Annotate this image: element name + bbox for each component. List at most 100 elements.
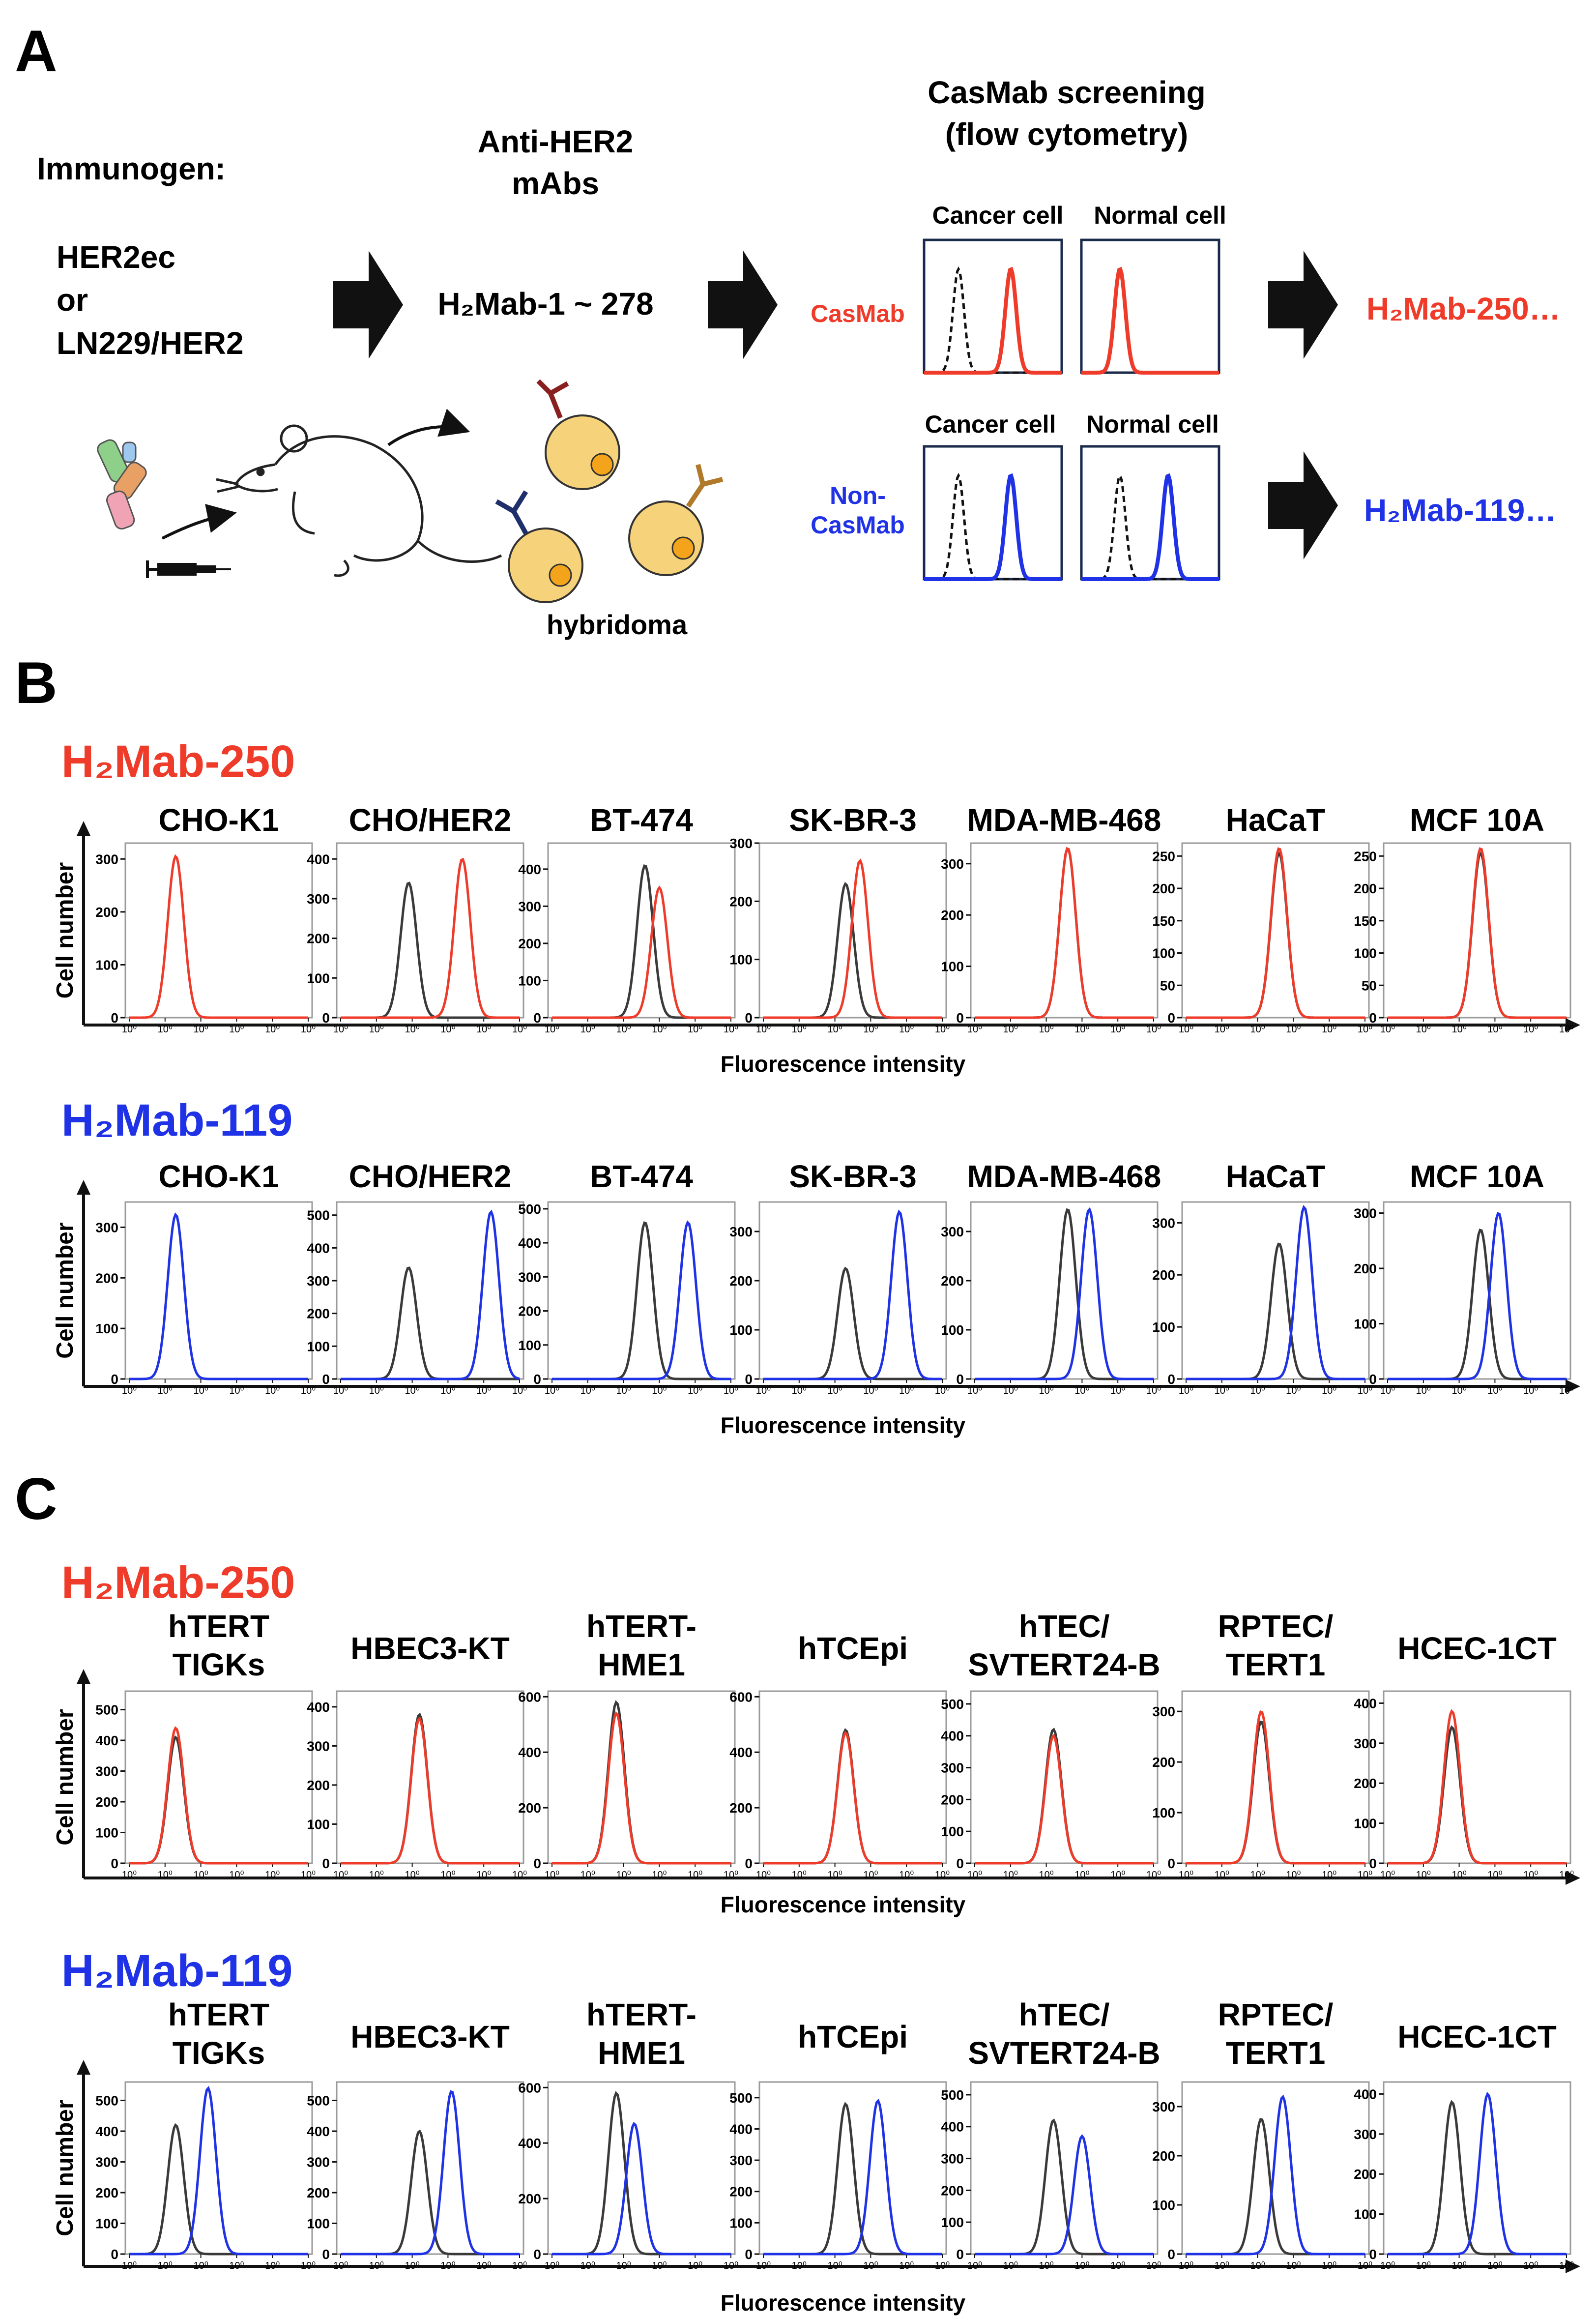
x-tick-label: 10⁰ <box>1250 1870 1265 1880</box>
x-tick-label: 10⁰ <box>440 1024 455 1035</box>
y-tick-label: 100 <box>95 957 118 972</box>
x-tick-label: 10⁰ <box>193 1385 208 1396</box>
x-tick-label: 10⁰ <box>1286 1024 1301 1035</box>
immunogen-label: Immunogen: <box>37 151 226 186</box>
y-tick-label: 50 <box>1362 978 1377 993</box>
y-tick-label: 200 <box>95 905 118 920</box>
x-tick-label: 10⁰ <box>1074 1385 1089 1396</box>
y-tick-label: 100 <box>941 1322 964 1338</box>
x-tick-label: 10⁰ <box>1416 1385 1431 1396</box>
x-tick-label: 10⁰ <box>1559 2260 1574 2271</box>
y-tick-label: 400 <box>941 2119 964 2135</box>
x-tick-label: 10⁰ <box>1179 1870 1193 1880</box>
x-tick-label: 10⁰ <box>792 2260 807 2271</box>
x-axis-arrowhead <box>1566 1871 1580 1885</box>
x-tick-label: 10⁰ <box>405 2260 419 2271</box>
panel-c-row-h2mab119: H₂Mab-119 Cell number Fluorescence intensi… <box>52 1946 1580 2316</box>
histogram-hbec3-kt: HBEC3-KT 0 100 200 300 400 10⁰ 10⁰ 10⁰ 10⁰ 10⁰ 10⁰ <box>307 1631 527 1880</box>
histogram-rows: H₂Mab-250 Cell number Fluorescence intensi… <box>52 736 1580 2316</box>
block-arrow-1 <box>333 251 403 359</box>
x-tick-label: 10⁰ <box>512 1024 527 1035</box>
y-tick-label: 0 <box>1167 1372 1175 1387</box>
cell-line-title: HBEC3-KT <box>350 1631 510 1666</box>
x-tick-label: 10⁰ <box>158 1870 173 1880</box>
sample-peak <box>1081 473 1219 581</box>
cell-line-title: TIGKs <box>173 2035 265 2071</box>
y-tick-label: 300 <box>1354 2127 1377 2142</box>
cell-line-title: hTERT <box>168 1997 269 2032</box>
y-tick-label: 400 <box>307 1700 330 1715</box>
plot-frame <box>547 1201 736 1380</box>
x-tick-label: 10⁰ <box>1146 1385 1161 1396</box>
y-tick-label: 0 <box>745 1856 753 1871</box>
x-tick-label: 10⁰ <box>792 1024 807 1035</box>
y-tick-label: 150 <box>1152 913 1175 929</box>
y-tick-label: 400 <box>1354 1696 1377 1711</box>
x-tick-label: 10⁰ <box>265 1385 280 1396</box>
hybridoma-cell-2 <box>495 490 583 603</box>
control-histogram <box>341 2129 520 2256</box>
y-tick-label: 250 <box>1354 849 1377 864</box>
x-tick-label: 10⁰ <box>1110 1024 1125 1035</box>
y-tick-label: 300 <box>941 856 964 872</box>
x-tick-label: 10⁰ <box>967 1024 982 1035</box>
histogram-mda-mb-468: MDA-MB-468 0 100 200 300 10⁰ 10⁰ 10⁰ 10⁰ 10⁰ 10⁰ <box>941 802 1161 1035</box>
sample-histogram <box>552 885 731 1019</box>
y-tick-label: 100 <box>307 1817 330 1832</box>
noncasmab-normal-label: Normal cell <box>1086 411 1219 438</box>
x-tick-label: 10⁰ <box>1179 2260 1193 2271</box>
y-tick-label: 100 <box>941 959 964 974</box>
plot-frame <box>336 2081 524 2255</box>
y-tick-label: 0 <box>533 1372 541 1387</box>
x-tick-label: 10⁰ <box>1322 1385 1336 1396</box>
x-tick-label: 10⁰ <box>1110 1870 1125 1880</box>
x-tick-label: 10⁰ <box>792 1870 807 1880</box>
x-tick-label: 10⁰ <box>652 1870 667 1880</box>
y-tick-label: 0 <box>745 2247 753 2262</box>
cell-line-title: BT-474 <box>590 802 693 838</box>
y-tick-label: 200 <box>941 908 964 923</box>
x-tick-label: 10⁰ <box>899 1024 914 1035</box>
sample-histogram <box>975 1733 1154 1865</box>
x-tick-label: 10⁰ <box>1380 1385 1395 1396</box>
x-tick-label: 10⁰ <box>545 1024 559 1035</box>
cell-line-title: SK-BR-3 <box>789 1159 917 1194</box>
histogram-htert-hme1: hTERT-HME1 0 200 400 600 10⁰ 10⁰ 10⁰ 10⁰ 10⁰ 10⁰ <box>518 1997 738 2271</box>
x-tick-label: 10⁰ <box>265 1024 280 1035</box>
y-tick-label: 600 <box>729 1689 753 1704</box>
x-tick-label: 10⁰ <box>1250 1024 1265 1035</box>
y-tick-label: 0 <box>111 2247 118 2262</box>
cell-line-title: MDA-MB-468 <box>967 802 1161 838</box>
control-peak <box>924 266 1062 374</box>
x-tick-label: 10⁰ <box>1559 1385 1574 1396</box>
x-tick-label: 10⁰ <box>724 1385 738 1396</box>
sample-histogram <box>763 1209 942 1380</box>
x-tick-label: 10⁰ <box>1074 1024 1089 1035</box>
x-tick-label: 10⁰ <box>333 2260 348 2271</box>
x-axis-arrowhead <box>1566 1379 1580 1393</box>
panel-b-row-h2mab250: H₂Mab-250 Cell number Fluorescence intensi… <box>52 736 1580 1077</box>
x-tick-label: 10⁰ <box>1322 1024 1336 1035</box>
x-tick-label: 10⁰ <box>440 1385 455 1396</box>
histogram-htec-svtert24-b: hTEC/SVTERT24-B 0 100 200 300 400 500 10⁰ 10⁰ 10⁰… <box>941 1997 1161 2271</box>
y-tick-label: 400 <box>95 2124 118 2139</box>
control-histogram <box>1388 1725 1567 1865</box>
histogram-frame <box>1080 238 1220 374</box>
x-tick-label: 10⁰ <box>899 1385 914 1396</box>
y-tick-label: 300 <box>941 1760 964 1776</box>
x-tick-label: 10⁰ <box>1179 1385 1193 1396</box>
x-tick-label: 10⁰ <box>1380 1024 1395 1035</box>
x-tick-label: 10⁰ <box>935 1870 950 1880</box>
y-tick-label: 100 <box>518 973 541 988</box>
plot-frame <box>336 842 524 1019</box>
y-tick-label: 400 <box>518 1745 541 1760</box>
x-tick-label: 10⁰ <box>967 1870 982 1880</box>
sample-peak <box>924 266 1062 375</box>
x-tick-label: 10⁰ <box>440 1870 455 1880</box>
y-tick-label: 200 <box>95 1270 118 1286</box>
sample-histogram <box>341 1209 520 1380</box>
cell-line-title: HME1 <box>598 1647 685 1682</box>
noncasmab-cancer-label: Cancer cell <box>925 411 1056 438</box>
y-tick-label: 200 <box>518 2191 541 2206</box>
x-tick-label: 10⁰ <box>122 2260 137 2271</box>
